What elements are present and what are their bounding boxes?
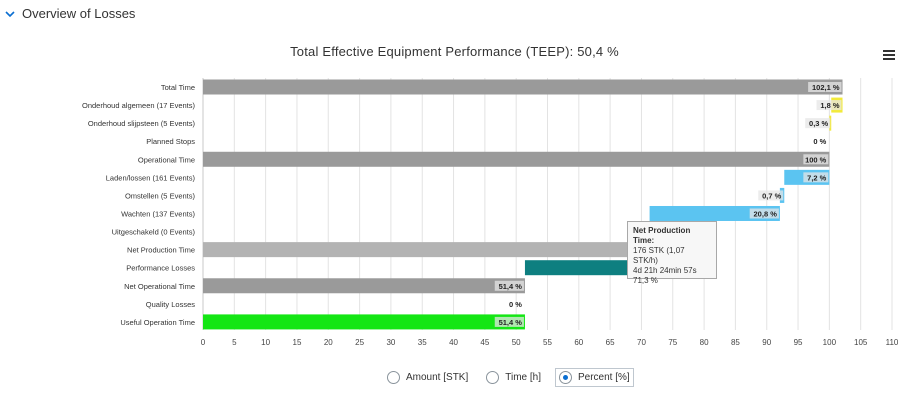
- data-label: 0,7 %: [762, 191, 782, 200]
- bar[interactable]: [524, 260, 650, 276]
- section-title: Overview of Losses: [22, 6, 136, 21]
- bar[interactable]: [829, 115, 832, 131]
- category-label: Quality Losses: [146, 300, 195, 309]
- x-tick-label: 10: [261, 338, 270, 347]
- data-label-bg: [758, 190, 784, 201]
- category-label: Total Time: [161, 83, 195, 92]
- option-amount[interactable]: Amount [STK]: [383, 368, 472, 387]
- tooltip-line: 4d 21h 24min 57s: [633, 266, 697, 275]
- x-tick-label: 40: [449, 338, 458, 347]
- x-tick-label: 50: [512, 338, 521, 347]
- x-tick-label: 45: [480, 338, 489, 347]
- category-label: Net Operational Time: [124, 282, 195, 291]
- x-tick-label: 20: [324, 338, 333, 347]
- data-label: 102,1 %: [812, 83, 840, 92]
- data-labels: 102,1 % 1,8 % 0,3 % 0 % 100 % 7,2 % 0,7 % 20,8 …: [494, 82, 842, 327]
- unit-selector: Amount [STK] Time [h] Percent [%]: [383, 366, 644, 388]
- x-tick-label: 65: [606, 338, 615, 347]
- hamburger-menu-icon[interactable]: [883, 50, 895, 60]
- data-label-bg: [808, 82, 842, 92]
- category-labels: Total Time Onderhoud algemeen (17 Events)…: [82, 83, 195, 327]
- x-tick-label: 0: [201, 338, 206, 347]
- data-label: 100 %: [805, 155, 827, 164]
- bar[interactable]: [203, 278, 525, 294]
- data-label-bg: [805, 118, 831, 129]
- data-label: 51,4 %: [499, 282, 523, 291]
- category-label: Performance Losses: [126, 264, 195, 273]
- option-label: Time [h]: [505, 371, 541, 383]
- x-tick-label: 15: [293, 338, 302, 347]
- x-tick-label: 60: [574, 338, 583, 347]
- x-tick-label: 25: [355, 338, 364, 347]
- chevron-down-icon[interactable]: [4, 8, 16, 20]
- chart-title: Total Effective Equipment Performance (T…: [290, 44, 619, 59]
- bar[interactable]: [203, 151, 830, 167]
- radio-button[interactable]: [486, 370, 500, 384]
- option-label: Amount [STK]: [406, 371, 469, 383]
- category-label: Omstellen (5 Events): [125, 191, 196, 200]
- x-tick-label: 85: [731, 338, 740, 347]
- category-label: Onderhoud algemeen (17 Events): [82, 101, 195, 110]
- section-header[interactable]: Overview of Losses: [0, 0, 909, 30]
- option-percent[interactable]: Percent [%]: [555, 367, 634, 387]
- x-tick-label: 105: [854, 338, 868, 347]
- x-tick-label: 35: [418, 338, 427, 347]
- radio-button[interactable]: [387, 370, 400, 384]
- x-tick-label: 70: [637, 338, 646, 347]
- category-label: Net Production Time: [127, 246, 195, 255]
- bar[interactable]: [203, 314, 525, 330]
- bar[interactable]: [203, 242, 650, 258]
- tooltip-line: 71,3 %: [633, 276, 658, 285]
- data-label: 0,3 %: [809, 119, 829, 128]
- x-tick-label: 110: [886, 338, 899, 347]
- x-tick-label: 75: [668, 338, 677, 347]
- x-tick-label: 100: [823, 338, 837, 347]
- x-tick-label: 95: [794, 338, 803, 347]
- data-label: 20,8 %: [754, 209, 778, 218]
- tooltip-line: 176 STK (1,07 STK/h): [633, 246, 685, 265]
- bar[interactable]: [203, 79, 843, 95]
- data-label: 0 %: [813, 137, 826, 146]
- x-tick-label: 90: [762, 338, 771, 347]
- data-label: 51,4 %: [499, 318, 523, 327]
- tooltip: Net Production Time: 176 STK (1,07 STK/h…: [627, 221, 717, 285]
- data-label: 7,2 %: [807, 173, 827, 182]
- tooltip-title: Net Production Time:: [633, 226, 691, 245]
- data-label-bg: [803, 172, 829, 183]
- data-label-bg: [494, 280, 524, 291]
- x-tick-label: 30: [386, 338, 395, 347]
- data-label-bg: [803, 154, 829, 165]
- category-label: Onderhoud slijpsteen (5 Events): [88, 119, 196, 128]
- category-label: Operational Time: [138, 155, 195, 164]
- option-label: Percent [%]: [578, 371, 630, 383]
- data-label-bg: [749, 208, 779, 219]
- data-label: 0 %: [509, 300, 522, 309]
- category-label: Wachten (137 Events): [121, 209, 195, 218]
- x-tick-label: 5: [232, 338, 237, 347]
- category-label: Planned Stops: [146, 137, 195, 146]
- data-label: 1,8 %: [820, 101, 840, 110]
- category-label: Useful Operation Time: [120, 318, 195, 327]
- data-label-bg: [816, 100, 842, 111]
- data-label-bg: [494, 316, 524, 327]
- x-axis-ticks: 0 5 10 15 20 25 30 35 40 45 50 55 60 65 70 75 80 85 90 95 10…: [201, 338, 899, 347]
- bars: [203, 79, 843, 330]
- category-label: Laden/lossen (161 Events): [106, 173, 196, 182]
- x-tick-label: 80: [700, 338, 709, 347]
- x-tick-label: 55: [543, 338, 552, 347]
- category-label: Uitgeschakeld (0 Events): [112, 228, 196, 237]
- option-time[interactable]: Time [h]: [482, 368, 545, 387]
- radio-button[interactable]: [559, 370, 572, 384]
- bar[interactable]: [649, 205, 780, 221]
- waterfall-chart: Total Time Onderhoud algemeen (17 Events)…: [82, 78, 899, 347]
